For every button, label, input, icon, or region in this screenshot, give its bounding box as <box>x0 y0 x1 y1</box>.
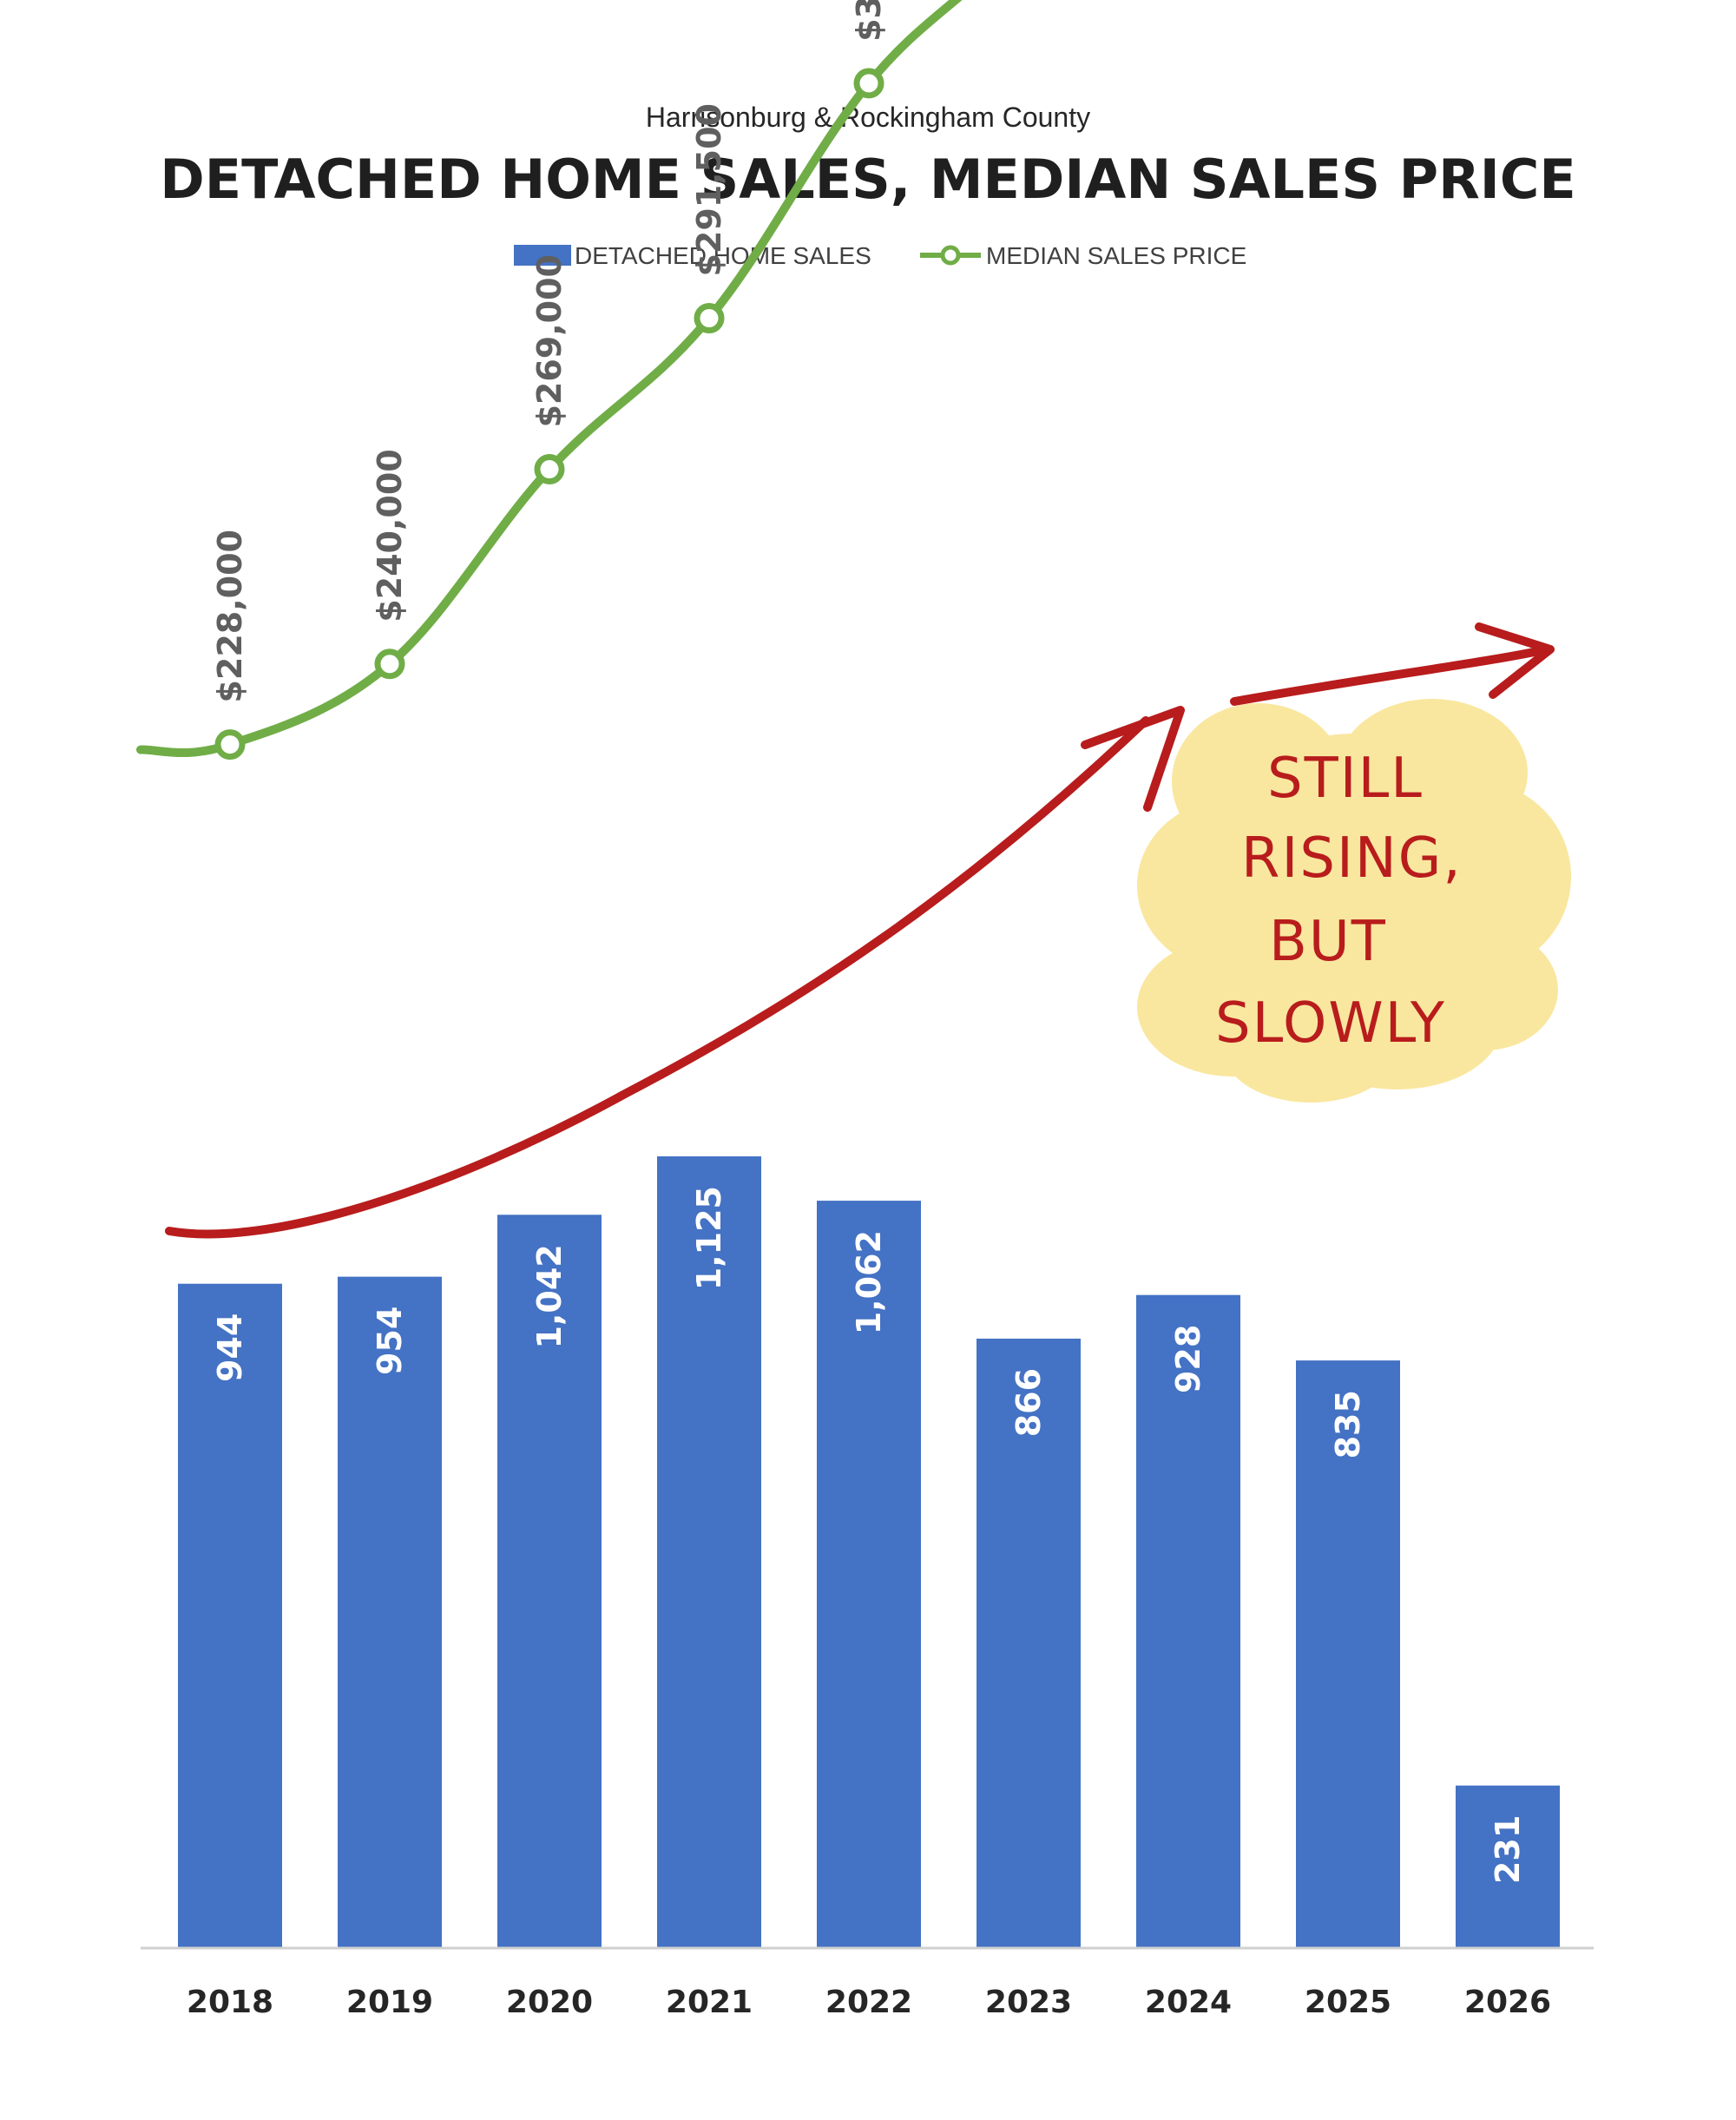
price-point-2019 <box>374 649 405 680</box>
price-label-2021: $291,500 <box>690 103 728 277</box>
price-label-2018: $228,000 <box>211 530 249 703</box>
bar-value-label-2019: 954 <box>371 1307 409 1375</box>
legend-bar-label: DETACHED HOME SALES <box>575 242 871 269</box>
x-tick-2020: 2020 <box>506 1985 593 2020</box>
legend-line-label: MEDIAN SALES PRICE <box>986 242 1246 269</box>
bar-value-label-2024: 928 <box>1169 1325 1207 1393</box>
annotation-line-4: SLOWLY <box>1215 991 1446 1056</box>
bar-value-label-2022: 1,062 <box>850 1230 888 1334</box>
annotation-cloud <box>1137 699 1571 1103</box>
price-point-2022 <box>853 68 884 99</box>
chart-subtitle: Harrisonburg & Rockingham County <box>646 102 1090 133</box>
x-tick-2023: 2023 <box>985 1985 1072 2020</box>
bar-2020 <box>497 1215 602 1948</box>
x-tick-2018: 2018 <box>187 1985 273 2020</box>
legend-line-marker <box>940 245 961 266</box>
x-tick-2026: 2026 <box>1464 1985 1551 2020</box>
x-tick-2024: 2024 <box>1145 1985 1232 2020</box>
bar-value-label-2026: 231 <box>1489 1815 1527 1884</box>
price-label-2019: $240,000 <box>371 449 409 622</box>
annotation-line-1: STILL <box>1267 747 1424 811</box>
bar-2018 <box>178 1283 282 1948</box>
bar-2022 <box>817 1201 921 1948</box>
bar-value-label-2018: 944 <box>211 1313 249 1382</box>
annotation-line-2: RISING, <box>1241 826 1463 891</box>
bar-2023 <box>976 1338 1081 1948</box>
bar-value-label-2025: 835 <box>1329 1390 1367 1458</box>
price-line-layer: $228,000 $240,000 $269,000 $291,500 $326,500… <box>136 0 963 760</box>
trend-arrows <box>165 622 1555 1239</box>
price-point-2021 <box>694 303 725 334</box>
bar-2025 <box>1296 1360 1400 1948</box>
bar-2024 <box>1136 1294 1240 1948</box>
trend-arrow-curve <box>165 716 1150 1239</box>
bar-2026 <box>1456 1785 1560 1948</box>
x-tick-2022: 2022 <box>825 1985 912 2020</box>
bar-2019 <box>338 1276 442 1948</box>
price-point-2020 <box>534 454 565 485</box>
price-line <box>136 0 963 758</box>
x-tick-2019: 2019 <box>346 1985 433 2020</box>
x-tick-labels: 2018 2019 2020 2021 2022 2023 2024 2025 2026 <box>187 1985 1551 2020</box>
bar-value-label-2020: 1,042 <box>530 1244 569 1348</box>
trend-arrow-flat <box>1230 645 1551 706</box>
trend-arrow-flat-head <box>1475 622 1555 699</box>
chart-title: DETACHED HOME SALES, MEDIAN SALES PRICE <box>160 148 1575 211</box>
bars-layer: 944 954 1,042 1,125 1,062 866 928 835 231 <box>178 1156 1560 1948</box>
legend: DETACHED HOME SALES MEDIAN SALES PRICE <box>514 242 1246 269</box>
annotation-line-3: BUT <box>1269 910 1387 974</box>
bar-2021 <box>657 1156 761 1948</box>
x-tick-2025: 2025 <box>1305 1985 1391 2020</box>
bar-value-label-2023: 866 <box>1009 1368 1048 1437</box>
x-tick-2021: 2021 <box>666 1985 753 2020</box>
legend-bar-swatch <box>514 245 571 266</box>
price-label-2020: $269,000 <box>530 254 569 428</box>
annotation-note: STILL RISING, BUT SLOWLY <box>1137 699 1571 1103</box>
bar-value-label-2021: 1,125 <box>690 1186 728 1290</box>
price-point-2018 <box>214 729 246 760</box>
trend-arrow-curve-head <box>1081 706 1185 812</box>
price-label-2022: $326,500 <box>850 0 888 42</box>
